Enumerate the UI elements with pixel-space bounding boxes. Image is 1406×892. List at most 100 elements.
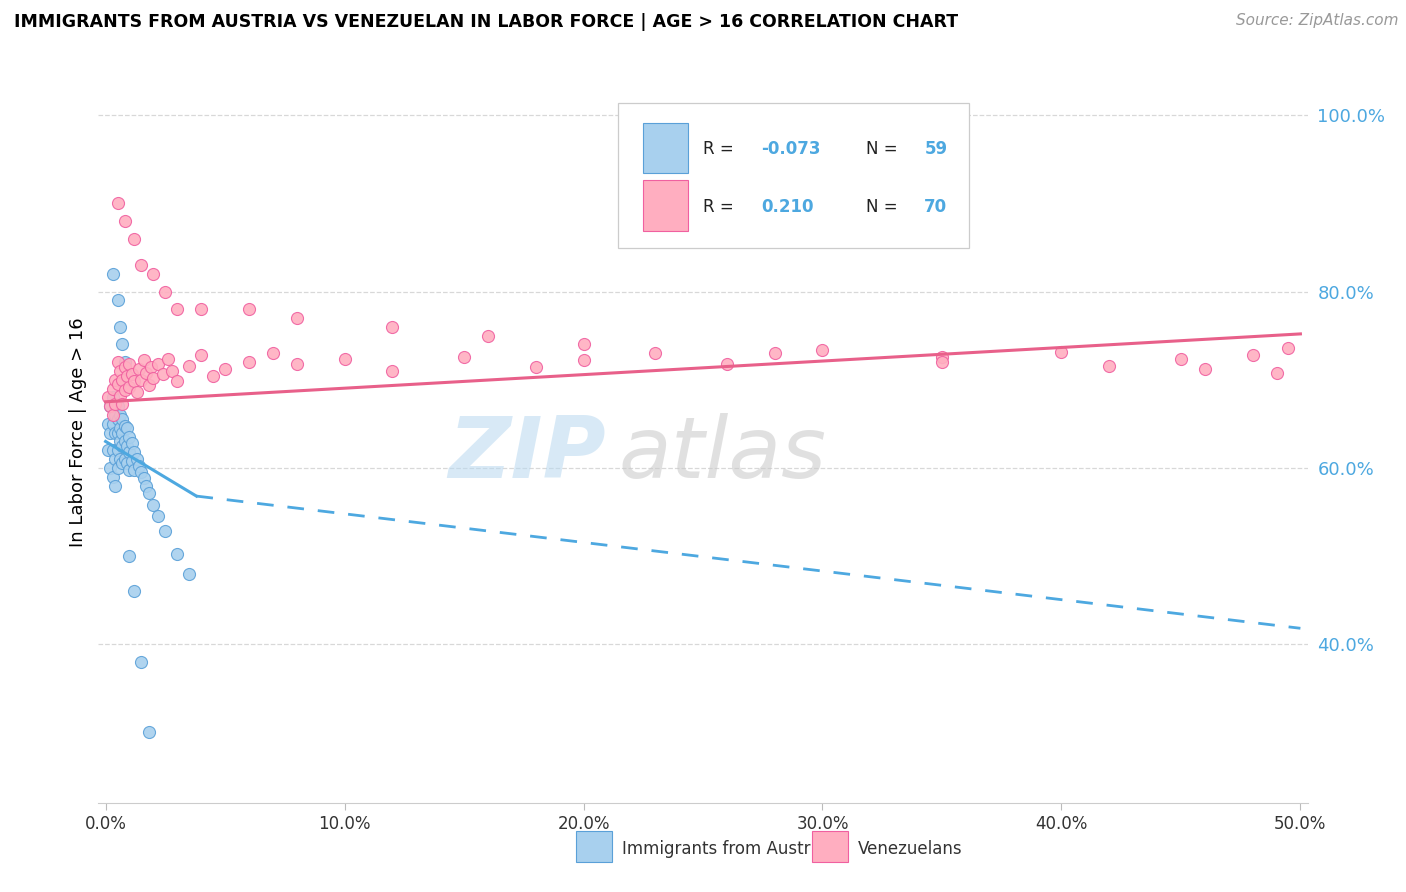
Bar bbox=[811, 831, 848, 862]
Text: Immigrants from Austria: Immigrants from Austria bbox=[621, 839, 825, 858]
Point bbox=[644, 346, 666, 360]
Point bbox=[107, 443, 129, 458]
Point bbox=[166, 547, 188, 561]
Point bbox=[179, 566, 201, 581]
FancyBboxPatch shape bbox=[619, 103, 969, 247]
Text: N =: N = bbox=[866, 198, 903, 216]
Point bbox=[166, 302, 188, 317]
Point bbox=[121, 368, 143, 382]
Point bbox=[115, 457, 138, 471]
Point bbox=[190, 348, 212, 362]
Point bbox=[131, 258, 153, 272]
Point bbox=[108, 319, 131, 334]
Text: -0.073: -0.073 bbox=[761, 140, 821, 158]
Point bbox=[155, 285, 177, 299]
Point bbox=[104, 452, 127, 467]
Point bbox=[101, 469, 124, 483]
Point bbox=[97, 417, 120, 431]
Point bbox=[107, 377, 129, 392]
Point bbox=[111, 439, 134, 453]
Point bbox=[114, 360, 136, 375]
Point bbox=[107, 355, 129, 369]
Text: R =: R = bbox=[703, 140, 740, 158]
Point bbox=[118, 549, 141, 563]
Point bbox=[142, 371, 165, 385]
Point bbox=[931, 355, 953, 369]
Point bbox=[135, 478, 157, 492]
Point bbox=[111, 337, 134, 351]
Point bbox=[101, 267, 124, 281]
Point bbox=[285, 357, 308, 371]
Point bbox=[1050, 344, 1073, 359]
Point bbox=[122, 445, 145, 459]
Point bbox=[572, 337, 595, 351]
Point bbox=[152, 368, 174, 382]
Point bbox=[111, 457, 134, 471]
Text: N =: N = bbox=[866, 140, 903, 158]
Point bbox=[125, 452, 148, 467]
Point bbox=[108, 408, 131, 422]
Point bbox=[101, 417, 124, 431]
Point bbox=[131, 465, 153, 479]
Point bbox=[97, 390, 120, 404]
Point bbox=[118, 430, 141, 444]
Point bbox=[107, 399, 129, 413]
Point bbox=[131, 655, 153, 669]
Point bbox=[97, 443, 120, 458]
Point bbox=[155, 524, 177, 539]
Point bbox=[1277, 341, 1299, 355]
Text: ZIP: ZIP bbox=[449, 413, 606, 496]
Point bbox=[118, 357, 141, 371]
Point bbox=[111, 412, 134, 426]
Point bbox=[139, 360, 162, 375]
Point bbox=[114, 452, 136, 467]
Point bbox=[104, 373, 127, 387]
Point bbox=[1170, 351, 1192, 366]
Point bbox=[98, 425, 121, 440]
Point bbox=[131, 373, 153, 387]
Point bbox=[104, 478, 127, 492]
Point bbox=[111, 373, 134, 387]
Point bbox=[146, 357, 169, 371]
Bar bbox=[643, 180, 689, 230]
Point bbox=[381, 364, 404, 378]
Point bbox=[122, 375, 145, 389]
Text: 59: 59 bbox=[924, 140, 948, 158]
Point bbox=[125, 385, 148, 400]
Text: 0.210: 0.210 bbox=[761, 198, 814, 216]
Point bbox=[132, 471, 155, 485]
Point bbox=[262, 346, 284, 360]
Point bbox=[111, 397, 134, 411]
Point bbox=[381, 319, 404, 334]
Point bbox=[128, 459, 150, 474]
Bar bbox=[576, 831, 613, 862]
Point bbox=[1265, 366, 1288, 380]
Point bbox=[138, 725, 160, 739]
Point bbox=[115, 421, 138, 435]
Point bbox=[190, 302, 212, 317]
Point bbox=[101, 390, 124, 404]
Point bbox=[111, 425, 134, 440]
Point bbox=[122, 462, 145, 476]
Point bbox=[121, 454, 143, 468]
Point bbox=[114, 384, 136, 398]
Point bbox=[118, 445, 141, 459]
Point bbox=[108, 421, 131, 435]
Point bbox=[138, 378, 160, 392]
Point bbox=[572, 353, 595, 368]
Point bbox=[162, 364, 184, 378]
Point bbox=[115, 439, 138, 453]
Point bbox=[763, 346, 786, 360]
Text: IMMIGRANTS FROM AUSTRIA VS VENEZUELAN IN LABOR FORCE | AGE > 16 CORRELATION CHAR: IMMIGRANTS FROM AUSTRIA VS VENEZUELAN IN… bbox=[14, 13, 957, 31]
Point bbox=[108, 388, 131, 402]
Text: R =: R = bbox=[703, 198, 740, 216]
Point bbox=[101, 408, 124, 422]
Point bbox=[166, 375, 188, 389]
Point bbox=[107, 196, 129, 211]
Y-axis label: In Labor Force | Age > 16: In Labor Force | Age > 16 bbox=[69, 318, 87, 548]
Point bbox=[114, 418, 136, 433]
Point bbox=[1098, 359, 1121, 373]
Text: Venezuelans: Venezuelans bbox=[858, 839, 962, 858]
Point bbox=[132, 353, 155, 368]
Point bbox=[114, 434, 136, 449]
